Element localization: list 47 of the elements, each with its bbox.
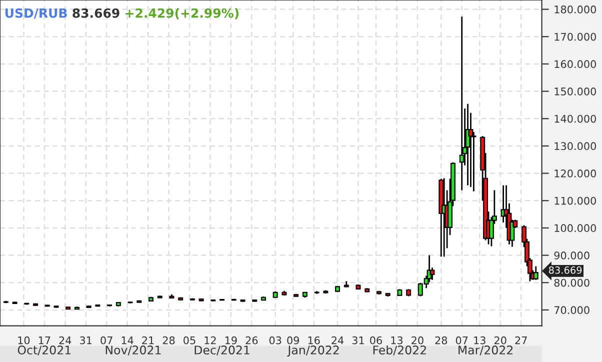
x-tick-label: 21 [142,336,154,344]
x2-tick-label: Jan/2022 [287,346,339,357]
x-tick-label: 03 [269,336,282,344]
x-tick-label: 17 [38,336,50,344]
x2-tick-label: Dec/2021 [194,346,250,356]
x-tick-label: 13 [474,336,486,344]
text: USD/RUB [5,8,67,19]
x-tick-label: 16 [308,336,320,344]
y-tick-label: 120.000 [554,170,596,178]
y-tick-label: 100.000 [554,224,596,232]
annotation: 83.669 [548,266,582,274]
x-tick-label: 24 [332,336,344,344]
y-tick-label: 150.000 [554,88,596,96]
x-tick-label: 12 [204,336,216,344]
x2-tick-label: Oct/2021 [18,346,71,356]
x-tick-label: 14 [122,336,134,344]
y-tick-label: 140.000 [554,114,596,123]
x-tick-label: 09 [287,336,299,344]
x-tick-label: 31 [352,336,364,344]
y-tick-label: 170.000 [554,32,596,41]
x2-tick-label: Feb/2022 [373,345,426,356]
y-tick-label: 90.000 [554,252,590,260]
x-tick-label: 10 [18,336,30,344]
x-tick-label: 19 [225,336,237,344]
y-tick-label: 70.000 [554,306,590,314]
y-tick-label: 160.000 [554,60,596,68]
annotation: +2.429(+2.99%) [126,8,239,20]
x-tick-label: 20 [412,336,424,344]
x-tick-label: 28 [435,336,448,344]
x2-tick-label: Nov/2021 [106,346,161,356]
x-tick-label: 28 [162,336,175,344]
x-tick-label: 26 [246,336,258,344]
x-tick-label: 24 [59,336,72,344]
x-tick-label: 06 [370,336,382,344]
x-tick-label: 05 [184,336,196,344]
x-tick-label: 13 [391,336,403,344]
y-tick-label: 130.000 [554,142,596,150]
y-tick-label: 80.000 [554,278,590,287]
x-tick-label: 07 [456,336,468,344]
x-tick-label: 31 [80,336,92,344]
text: 83.669 [72,8,120,18]
x-tick-label: 20 [494,336,506,344]
y-tick-label: 110.000 [554,196,596,205]
x2-tick-label: Mar/2022 [458,346,513,356]
y-tick-label: 180.000 [554,6,596,14]
x-tick-label: 27 [515,336,527,344]
x-tick-label: 07 [100,336,112,344]
